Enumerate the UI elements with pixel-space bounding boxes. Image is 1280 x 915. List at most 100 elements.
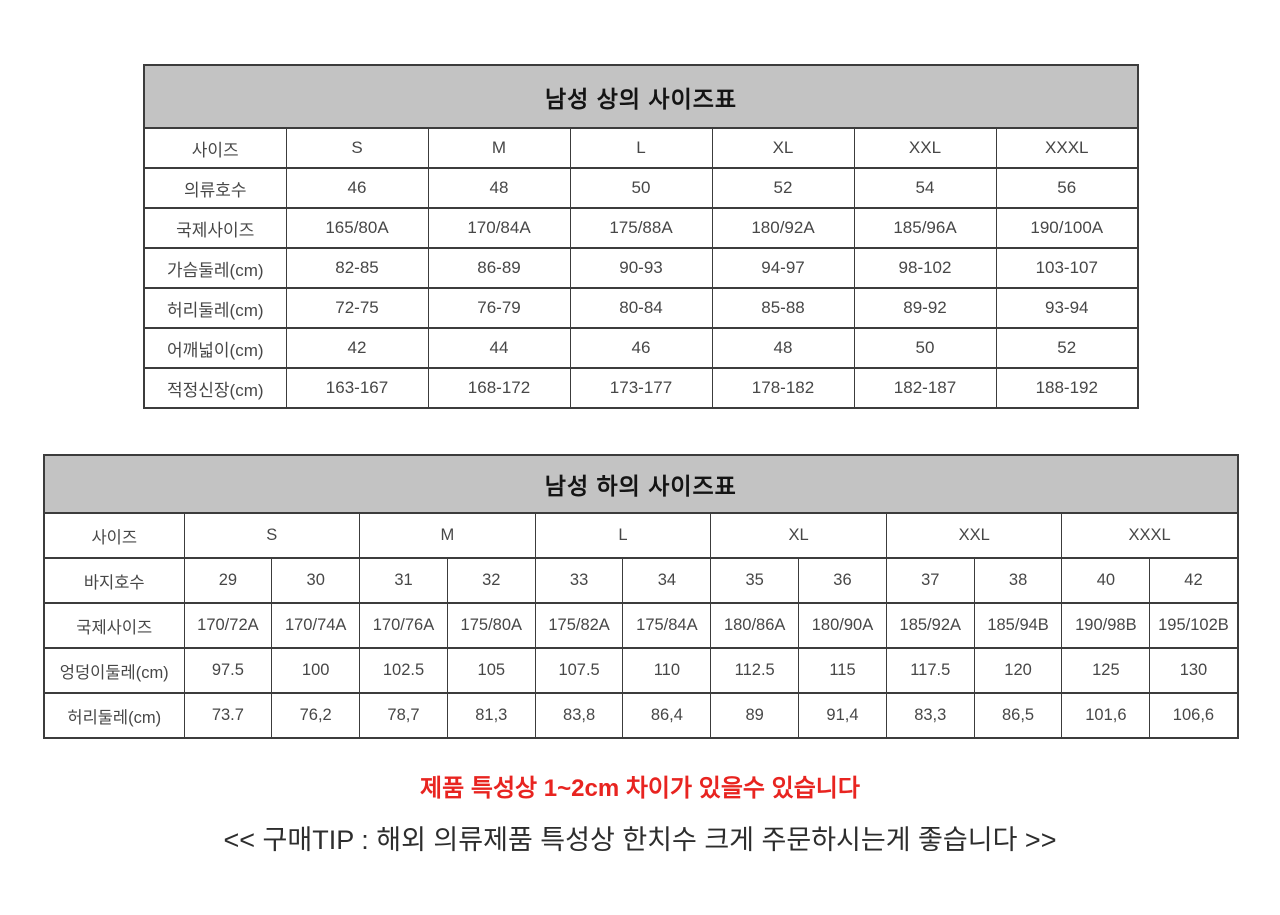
row-label: 바지호수	[43, 557, 185, 604]
table-cell: 50	[853, 327, 997, 369]
table-cell: 73.7	[183, 692, 273, 739]
table-cell: 190/100A	[995, 207, 1139, 249]
row-label: 적정신장(cm)	[143, 367, 287, 409]
table-cell: 80-84	[569, 287, 713, 329]
table-cell: XXXL	[1061, 512, 1239, 559]
table-cell: 83,8	[534, 692, 624, 739]
table-cell: 130	[1149, 647, 1239, 694]
table-cell: 97.5	[183, 647, 273, 694]
table-cell: 120	[973, 647, 1063, 694]
table-cell: 163-167	[285, 367, 429, 409]
table-cell: XXL	[885, 512, 1063, 559]
table-cell: 91,4	[798, 692, 887, 739]
table-cell: 90-93	[569, 247, 713, 289]
table-cell: 170/74A	[271, 602, 361, 649]
purchase-tip-text: << 구매TIP : 해외 의류제품 특성상 한치수 크게 주문하시는게 좋습니…	[223, 825, 1057, 855]
top-table-title: 남성 상의 사이즈표	[143, 64, 1139, 129]
table-cell: 86,5	[973, 692, 1063, 739]
table-cell: 37	[885, 557, 975, 604]
table-cell: 190/98B	[1061, 602, 1151, 649]
table-cell: 93-94	[995, 287, 1139, 329]
table-cell: 102.5	[359, 647, 448, 694]
table-cell: 170/72A	[183, 602, 273, 649]
row-label: 국제사이즈	[143, 207, 287, 249]
table-cell: 105	[446, 647, 536, 694]
table-cell: 42	[285, 327, 429, 369]
table-row: 국제사이즈 165/80A 170/84A 175/88A 180/92A 185/96A…	[143, 207, 1139, 249]
table-cell: XL	[711, 127, 855, 169]
table-cell: 48	[427, 167, 571, 209]
table-cell: XXXL	[995, 127, 1139, 169]
table-cell: 185/96A	[853, 207, 997, 249]
table-cell: 86,4	[622, 692, 712, 739]
row-label: 허리둘레(cm)	[43, 692, 185, 739]
table-cell: 182-187	[853, 367, 997, 409]
table-cell: 103-107	[995, 247, 1139, 289]
table-row: 허리둘레(cm) 72-75 76-79 80-84 85-88 89-92 93-94	[143, 287, 1139, 329]
table-cell: 112.5	[710, 647, 800, 694]
row-label: 의류호수	[143, 167, 287, 209]
table-row: 가슴둘레(cm) 82-85 86-89 90-93 94-97 98-102 103-10…	[143, 247, 1139, 289]
table-cell: 185/92A	[885, 602, 975, 649]
table-cell: 31	[359, 557, 448, 604]
table-cell: 86-89	[427, 247, 571, 289]
table-cell: 175/84A	[622, 602, 712, 649]
row-label: 가슴둘레(cm)	[143, 247, 287, 289]
table-cell: XXL	[853, 127, 997, 169]
table-cell: 173-177	[569, 367, 713, 409]
table-cell: 100	[271, 647, 361, 694]
table-cell: M	[427, 127, 571, 169]
table-cell: 106,6	[1149, 692, 1239, 739]
table-cell: 33	[534, 557, 624, 604]
table-cell: 42	[1149, 557, 1239, 604]
row-label: 사이즈	[43, 512, 185, 559]
table-cell: 56	[995, 167, 1139, 209]
table-cell: 98-102	[853, 247, 997, 289]
bottom-table-title-row: 남성 하의 사이즈표	[43, 454, 1239, 514]
table-row: 엉덩이둘레(cm) 97.5 100 102.5 105 107.5 110 112.5 115…	[43, 647, 1239, 694]
table-row: 의류호수 46 48 50 52 54 56	[143, 167, 1139, 209]
table-row: 어깨넓이(cm) 42 44 46 48 50 52	[143, 327, 1139, 369]
table-cell: 170/84A	[427, 207, 571, 249]
table-cell: 195/102B	[1149, 602, 1239, 649]
table-cell: 89-92	[853, 287, 997, 329]
table-cell: 52	[711, 167, 855, 209]
table-cell: 115	[798, 647, 887, 694]
table-cell: L	[569, 127, 713, 169]
table-cell: 180/90A	[798, 602, 887, 649]
table-cell: 46	[285, 167, 429, 209]
table-cell: 72-75	[285, 287, 429, 329]
table-cell: 34	[622, 557, 712, 604]
table-cell: 30	[271, 557, 361, 604]
table-cell: 29	[183, 557, 273, 604]
table-row: 허리둘레(cm) 73.7 76,2 78,7 81,3 83,8 86,4 89 91,4 83…	[43, 692, 1239, 739]
table-cell: 107.5	[534, 647, 624, 694]
table-cell: 175/82A	[534, 602, 624, 649]
row-label: 허리둘레(cm)	[143, 287, 287, 329]
table-cell: 117.5	[885, 647, 975, 694]
table-cell: 180/92A	[711, 207, 855, 249]
table-cell: 46	[569, 327, 713, 369]
table-cell: 32	[446, 557, 536, 604]
row-label: 사이즈	[143, 127, 287, 169]
bottom-table-title: 남성 하의 사이즈표	[43, 454, 1239, 514]
mens-top-size-table: 남성 상의 사이즈표 사이즈 S M L XL XXL XXXL 의류호수 46 48 50 52 54 5…	[143, 64, 1140, 409]
table-row-sizes: 사이즈 S M L XL XXL XXXL	[43, 512, 1239, 559]
row-label: 어깨넓이(cm)	[143, 327, 287, 369]
mens-bottom-size-table: 남성 하의 사이즈표 사이즈 S M L XL XXL XXXL 바지호수 29 30 31 32 33 3…	[43, 454, 1239, 739]
table-cell: 101,6	[1061, 692, 1151, 739]
table-cell: 76,2	[271, 692, 361, 739]
table-cell: M	[359, 512, 536, 559]
tolerance-warning-text: 제품 특성상 1~2cm 차이가 있을수 있습니다	[420, 775, 860, 802]
table-cell: 85-88	[711, 287, 855, 329]
table-cell: XL	[710, 512, 887, 559]
table-cell: 110	[622, 647, 712, 694]
table-cell: 50	[569, 167, 713, 209]
table-cell: 168-172	[427, 367, 571, 409]
table-cell: 40	[1061, 557, 1151, 604]
table-cell: 180/86A	[710, 602, 800, 649]
table-row: 국제사이즈 170/72A 170/74A 170/76A 175/80A 175/82A…	[43, 602, 1239, 649]
row-label: 엉덩이둘레(cm)	[43, 647, 185, 694]
table-cell: 38	[973, 557, 1063, 604]
table-cell: 185/94B	[973, 602, 1063, 649]
